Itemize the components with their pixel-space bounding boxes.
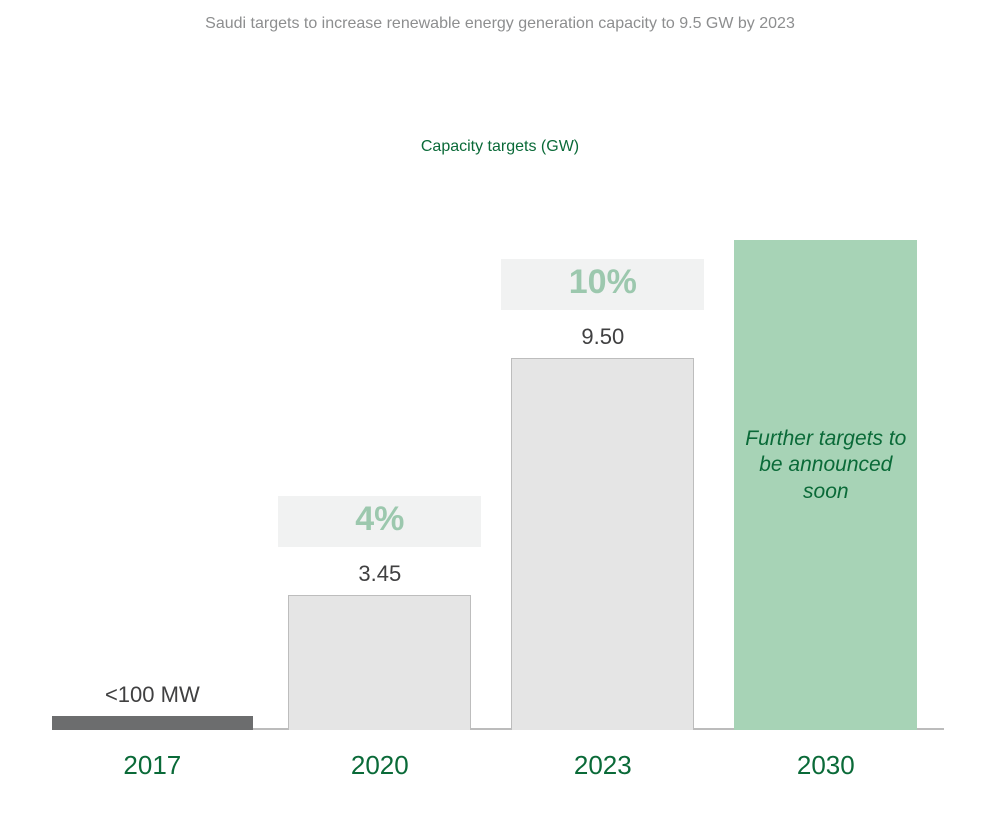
chart-bar-2020: 3.454% bbox=[288, 240, 471, 730]
chart-bar-2023: 9.5010% bbox=[511, 240, 694, 730]
chart-bar-value-label: 9.50 bbox=[511, 324, 694, 350]
chart-plot-area: <100 MW3.454%9.5010%Further targets to b… bbox=[52, 240, 944, 730]
chart-bar-rect bbox=[511, 358, 694, 730]
chart-subtitle: Capacity targets (GW) bbox=[0, 138, 1000, 156]
chart-x-label: 2017 bbox=[52, 750, 253, 781]
chart-page: Saudi targets to increase renewable ener… bbox=[0, 0, 1000, 817]
chart-bar-inner-text: Further targets to be announced soon bbox=[744, 426, 907, 505]
chart-x-label: 2023 bbox=[511, 750, 694, 781]
chart-bar-pct-pill: 4% bbox=[278, 496, 481, 547]
chart-bar-value-label: 3.45 bbox=[288, 561, 471, 587]
chart-x-label: 2020 bbox=[288, 750, 471, 781]
chart-bar-2030: Further targets to be announced soon bbox=[734, 240, 917, 730]
chart-x-label: 2030 bbox=[734, 750, 917, 781]
chart-bar-2017: <100 MW bbox=[52, 240, 253, 730]
chart-bar-rect bbox=[288, 595, 471, 730]
chart-bar-rect bbox=[52, 716, 253, 730]
chart-bar-pct-pill: 10% bbox=[501, 259, 704, 310]
chart-bar-value-label: <100 MW bbox=[52, 682, 253, 708]
chart-headline: Saudi targets to increase renewable ener… bbox=[0, 14, 1000, 34]
